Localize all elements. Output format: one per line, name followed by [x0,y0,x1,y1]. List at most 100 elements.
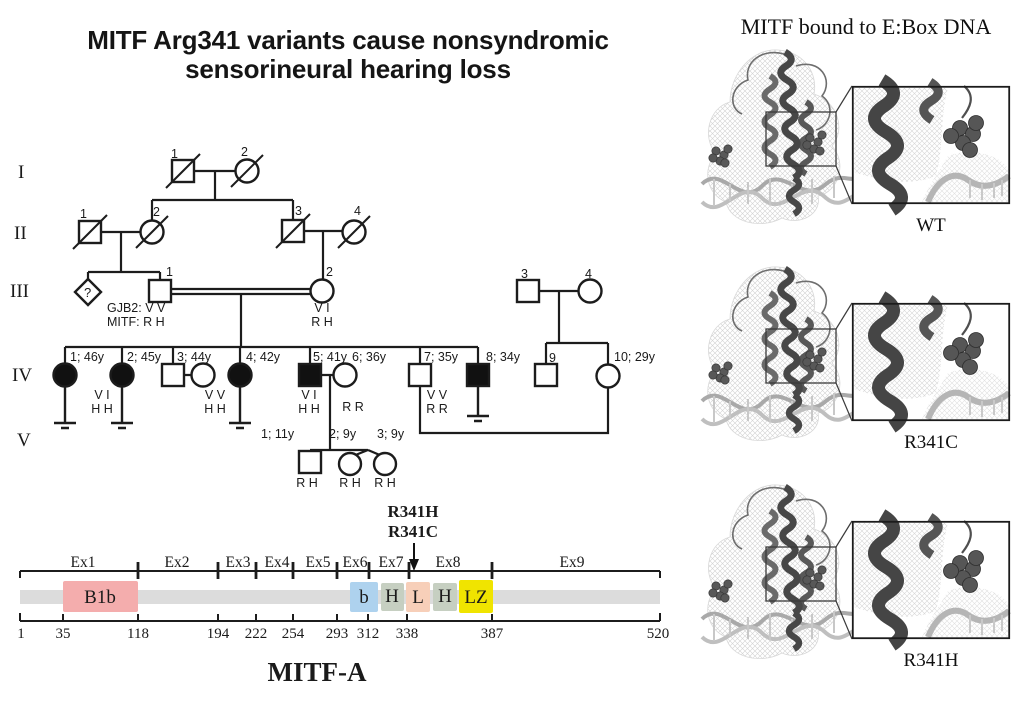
scale-number: 338 [396,626,419,642]
pedigree-individual-IV-3-spouse [190,362,216,388]
protein-structure-figure [700,46,1024,264]
generation-label-V: V [17,430,31,451]
zoom-inset [853,515,1009,645]
pedigree-individual-IV-5 [297,362,323,388]
age-label: 2; 45y [127,350,162,364]
scale-number: 293 [326,626,349,642]
individual-number: 2 [153,205,160,219]
variant-label: R341H [388,502,439,521]
pedigree-individual-III-4 [577,278,603,304]
domain-label: H [438,586,452,607]
scale-number: 312 [357,626,380,642]
pedigree-relationship-lines [63,169,610,458]
main-title-line2: sensorineural hearing loss [185,54,511,85]
domain-box-l [406,582,430,612]
genotype-label: R R [426,402,448,416]
domain-box-h1 [381,583,404,611]
scale-number: 222 [245,626,268,642]
unknown-individual-mark: ? [84,285,91,300]
consanguinity-double-line [171,287,311,296]
zoom-connector-line [835,302,853,330]
exon-label: Ex6 [343,554,368,571]
zoom-region-outline [765,546,837,602]
generation-label-III: III [10,281,29,302]
protein-structure-figure [700,263,1024,481]
age-label: 3; 44y [177,350,212,364]
generation-label-II: II [14,223,27,244]
structure-panel-r341c: R341C [700,263,1024,481]
zoom-region-outline [765,328,837,384]
genotype-label: R H [311,315,333,329]
domain-label: b [359,587,369,608]
pedigree-individual-V-3 [372,451,398,477]
domain-label: L [412,587,424,608]
individual-number: 3 [295,204,302,218]
main-title: MITF Arg341 variants cause nonsyndromic … [52,25,644,85]
scale-number: 254 [282,626,305,642]
genotype-label: R H [296,476,318,490]
pedigree-individual-IV-1 [52,362,78,388]
pedigree-individual-IV-3 [160,362,186,388]
exon-ruler [19,570,661,578]
domain-box-b [350,582,378,612]
age-label: 6; 36y [352,350,387,364]
exon-label: Ex5 [306,554,331,571]
domain-box-lz [459,580,493,613]
genotype-label: H H [298,402,320,416]
pedigree-individual-IV-10 [595,363,621,389]
genotype-label: GJB2: V V [107,301,166,315]
zoom-inset [853,80,1009,210]
genotype-label: R H [374,476,396,490]
main-title-line1: MITF Arg341 variants cause nonsyndromic [87,25,609,55]
pedigree-individual-II-4 [337,215,371,249]
pedigree-individual-IV-7 [407,362,433,388]
gene-domain-diagram: Ex1 Ex2 Ex3 Ex4 Ex5 Ex6 Ex7 Ex8 Ex9 1 35… [17,502,669,687]
variant-arrowhead [409,559,419,571]
scale-number: 387 [481,626,504,642]
generation-label-IV: IV [12,365,32,386]
zoom-connector-line [835,520,853,548]
age-label: 8; 34y [486,350,521,364]
genotype-label: V I [314,301,329,315]
structures-title: MITF bound to E:Box DNA [740,14,992,39]
pedigree-individual-IV-4 [227,362,253,388]
exon-label: Ex2 [165,554,190,571]
domain-label: B1b [84,587,116,608]
exon-label: Ex3 [226,554,251,571]
pedigree-individual-V-2 [337,451,363,477]
age-label: 1; 11y [261,427,295,441]
pedigree-individual-III-unknown [73,277,103,307]
individual-number: 1 [80,207,87,221]
age-label: 4; 42y [246,350,281,364]
genotype-label: R H [339,476,361,490]
genotype-label: R R [342,400,364,414]
aa-scale-ruler [19,613,661,622]
individual-number: 4 [354,204,361,218]
exon-label: Ex7 [379,554,404,571]
individual-number: 2 [326,265,333,279]
zoom-connector-line [835,600,853,640]
zoom-inset [853,297,1009,427]
individual-number: 3 [521,267,528,281]
age-label: 7; 35y [424,350,459,364]
pedigree-individual-III-2 [309,278,335,304]
zoom-connector-line [835,165,853,205]
structure-label-r341h: R341H [903,650,959,671]
structure-label-r341c: R341C [904,432,958,453]
zoom-connector-line [835,382,853,422]
protein-backbone-bar [20,590,660,604]
exon-label: Ex1 [71,554,96,571]
gene-name-label: MITF-A [268,657,367,687]
pedigree-individual-IV-2 [109,362,135,388]
age-label: 2; 9y [329,427,357,441]
scale-number: 118 [127,626,149,642]
individual-number: 4 [585,267,592,281]
genotype-label: V I [301,388,316,402]
scale-number: 1 [17,626,25,642]
age-label: 10; 29y [614,350,656,364]
age-label: 3; 9y [377,427,405,441]
generation-label-I: I [18,162,24,183]
domain-box-b1b [63,581,138,612]
genotype-label: MITF: R H [107,315,165,329]
exon-boundary-ticks [136,562,494,579]
